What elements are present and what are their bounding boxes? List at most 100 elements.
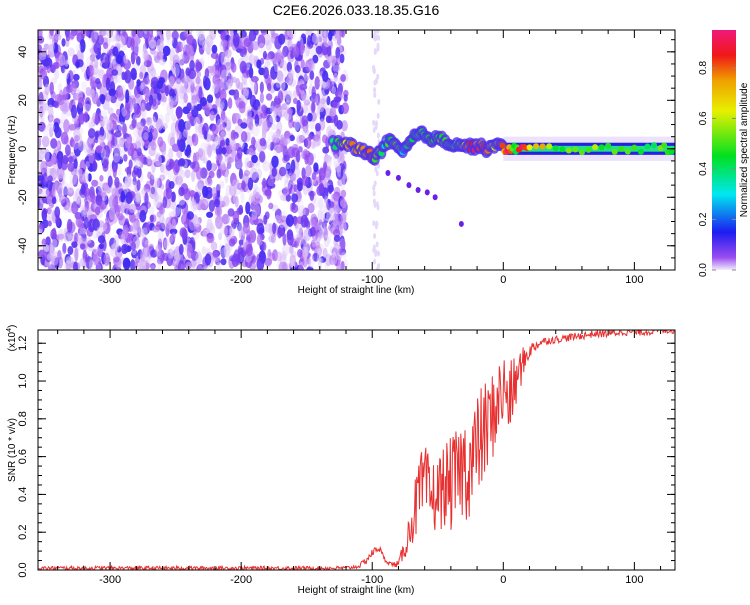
- spectral-noise-blob: [339, 53, 345, 64]
- spectral-noise-blob: [213, 135, 221, 150]
- spectral-noise-blob: [244, 254, 253, 269]
- spectral-noise-blob: [201, 246, 207, 255]
- spectral-noise-blob: [315, 45, 323, 55]
- spectral-noise-blob: [297, 181, 303, 192]
- spectral-noise-blob: [263, 32, 271, 46]
- spectral-noise-blob: [211, 161, 216, 171]
- spectral-noise-blob: [100, 94, 106, 105]
- spectral-noise-blob: [131, 30, 137, 38]
- spectral-noise-blob: [320, 209, 326, 223]
- spectral-noise-blob: [107, 175, 113, 188]
- spectral-noise-blob: [335, 163, 341, 173]
- spectral-noise-blob: [313, 162, 319, 173]
- spectral-noise-blob: [302, 254, 308, 268]
- spectral-noise-blob: [219, 195, 224, 202]
- spectral-noise-blob: [204, 253, 212, 266]
- spectral-noise-blob: [238, 168, 243, 180]
- spectral-noise-blob: [343, 94, 348, 102]
- spectral-noise-blob: [272, 222, 277, 235]
- spectral-noise-blob: [305, 30, 313, 37]
- spectral-noise-blob: [268, 202, 274, 210]
- spectral-noise-blob: [74, 247, 79, 262]
- spectral-noise-blob: [133, 165, 139, 176]
- spectral-noise-blob: [130, 67, 137, 81]
- ridge-point: [533, 143, 540, 150]
- spectral-noise-blob: [205, 45, 211, 56]
- spectral-noise-blob: [280, 210, 288, 222]
- spectral-noise-blob: [148, 70, 156, 79]
- secondary-feature-point: [395, 174, 401, 181]
- spectral-noise-blob: [125, 191, 133, 204]
- y-tick-label: -20: [17, 189, 29, 205]
- spectral-noise-blob: [150, 170, 156, 180]
- spectral-noise-blob: [372, 247, 376, 254]
- spectral-noise-blob: [307, 112, 313, 122]
- spectral-noise-blob: [248, 66, 254, 79]
- spectral-noise-blob: [157, 230, 164, 243]
- spectral-noise-blob: [75, 42, 82, 55]
- spectral-noise-blob: [230, 139, 237, 151]
- spectral-noise-blob: [241, 72, 248, 86]
- spectral-noise-blob: [72, 174, 79, 187]
- spectral-noise-blob: [311, 140, 316, 149]
- colorbar-tick-label: 0.6: [698, 111, 709, 125]
- spectral-noise-blob: [63, 99, 70, 113]
- spectral-noise-blob: [112, 46, 119, 57]
- spectral-noise-blob: [218, 99, 225, 111]
- spectral-noise-blob: [259, 92, 264, 104]
- spectral-noise-blob: [130, 259, 136, 270]
- spectral-noise-blob: [44, 57, 53, 69]
- spectral-noise-blob: [201, 266, 210, 270]
- spectral-noise-blob: [135, 203, 141, 211]
- spectral-noise-blob: [53, 101, 60, 109]
- spectral-noise-blob: [300, 214, 308, 228]
- spectral-noise-blob: [296, 99, 301, 112]
- spectral-noise-blob: [376, 264, 380, 270]
- spectral-noise-blob: [321, 134, 328, 144]
- spectral-noise-blob: [75, 61, 80, 68]
- spectral-noise-blob: [240, 122, 248, 129]
- colorbar-tick-label: 0.4: [698, 162, 709, 176]
- spectral-noise-blob: [177, 169, 186, 179]
- spectral-noise-blob: [376, 30, 380, 34]
- spectral-noise-blob: [220, 160, 228, 171]
- spectral-noise-blob: [94, 206, 101, 216]
- spectral-noise-blob: [322, 161, 328, 171]
- y-tick-label: 0.0: [17, 562, 29, 577]
- spectral-noise-blob: [242, 54, 248, 63]
- spectral-noise-blob: [122, 181, 129, 189]
- spectral-noise-blob: [170, 114, 177, 122]
- spectral-noise-blob: [218, 103, 223, 115]
- spectral-noise-blob: [124, 136, 132, 149]
- spectral-noise-blob: [102, 222, 111, 235]
- colorbar-tick-label: 0.2: [698, 212, 709, 226]
- spectral-noise-blob: [139, 231, 144, 244]
- spectral-noise-blob: [224, 48, 232, 59]
- ridge-point: [661, 142, 668, 149]
- spectral-noise-blob: [139, 82, 144, 92]
- spectral-noise-blob: [57, 184, 64, 198]
- spectral-noise-blob: [194, 151, 199, 163]
- spectral-noise-blob: [215, 80, 223, 88]
- spectral-noise-blob: [136, 179, 141, 191]
- spectral-noise-blob: [376, 42, 380, 49]
- spectral-noise-blob: [137, 30, 144, 39]
- spectral-noise-blob: [97, 34, 104, 46]
- spectral-noise-blob: [179, 227, 187, 238]
- spectral-noise-blob: [333, 114, 339, 127]
- spectral-noise-blob: [47, 50, 55, 57]
- spectral-noise-blob: [48, 117, 53, 127]
- spectral-noise-blob: [58, 187, 63, 198]
- spectral-noise-blob: [51, 196, 57, 205]
- spectral-noise-blob: [186, 244, 194, 259]
- spectral-noise-blob: [206, 218, 214, 232]
- spectral-noise-blob: [161, 142, 167, 156]
- spectral-noise-blob: [92, 252, 98, 266]
- spectral-noise-blob: [339, 176, 346, 190]
- spectral-noise-blob: [132, 220, 141, 234]
- ridge-point: [552, 145, 559, 152]
- spectral-noise-blob: [113, 234, 120, 248]
- spectral-noise-blob: [177, 159, 186, 167]
- spectral-noise-blob: [269, 114, 277, 124]
- spectral-noise-blob: [234, 195, 239, 208]
